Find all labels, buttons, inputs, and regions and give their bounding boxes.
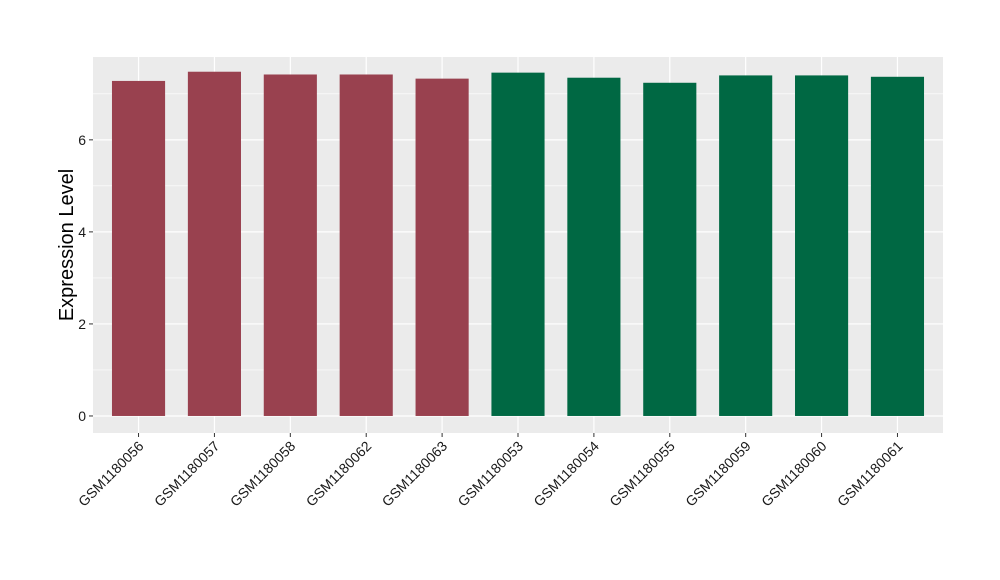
bar-GSM1180055: [643, 82, 697, 416]
x-tick-label: GSM1180055: [606, 438, 678, 510]
y-tick-label: 0: [78, 408, 86, 424]
bar-GSM1180059: [719, 75, 773, 416]
x-tick-label: GSM1180058: [227, 438, 299, 510]
y-tick-label: 4: [78, 224, 86, 240]
bar-GSM1180056: [111, 80, 166, 416]
y-tick-label: 6: [78, 132, 86, 148]
y-axis-title: Expression Level: [56, 169, 78, 321]
bar-GSM1180063: [415, 78, 469, 416]
bar-GSM1180062: [339, 74, 393, 416]
x-tick-label: GSM1180056: [75, 438, 147, 510]
x-tick-label: GSM1180059: [682, 438, 754, 510]
y-tick-label: 2: [78, 316, 86, 332]
x-axis: GSM1180056 GSM1180057 GSM1180058 GSM1180062…: [75, 433, 906, 509]
bar-GSM1180053: [491, 72, 545, 416]
bar-GSM1180061: [870, 76, 925, 416]
x-tick-label: GSM1180062: [303, 438, 375, 510]
x-tick-label: GSM1180063: [379, 438, 451, 510]
x-tick-label: GSM1180053: [454, 438, 526, 510]
x-tick-label: GSM1180060: [758, 438, 830, 510]
bar-GSM1180057: [187, 71, 241, 416]
bars: [111, 71, 925, 416]
bar-GSM1180054: [567, 77, 621, 416]
x-tick-label: GSM1180061: [834, 438, 906, 510]
x-tick-label: GSM1180054: [530, 438, 602, 510]
x-tick-label: GSM1180057: [151, 438, 223, 510]
bar-GSM1180058: [263, 74, 317, 416]
y-axis: 0 2 4 6: [78, 132, 93, 424]
bar-GSM1180060: [795, 75, 849, 416]
